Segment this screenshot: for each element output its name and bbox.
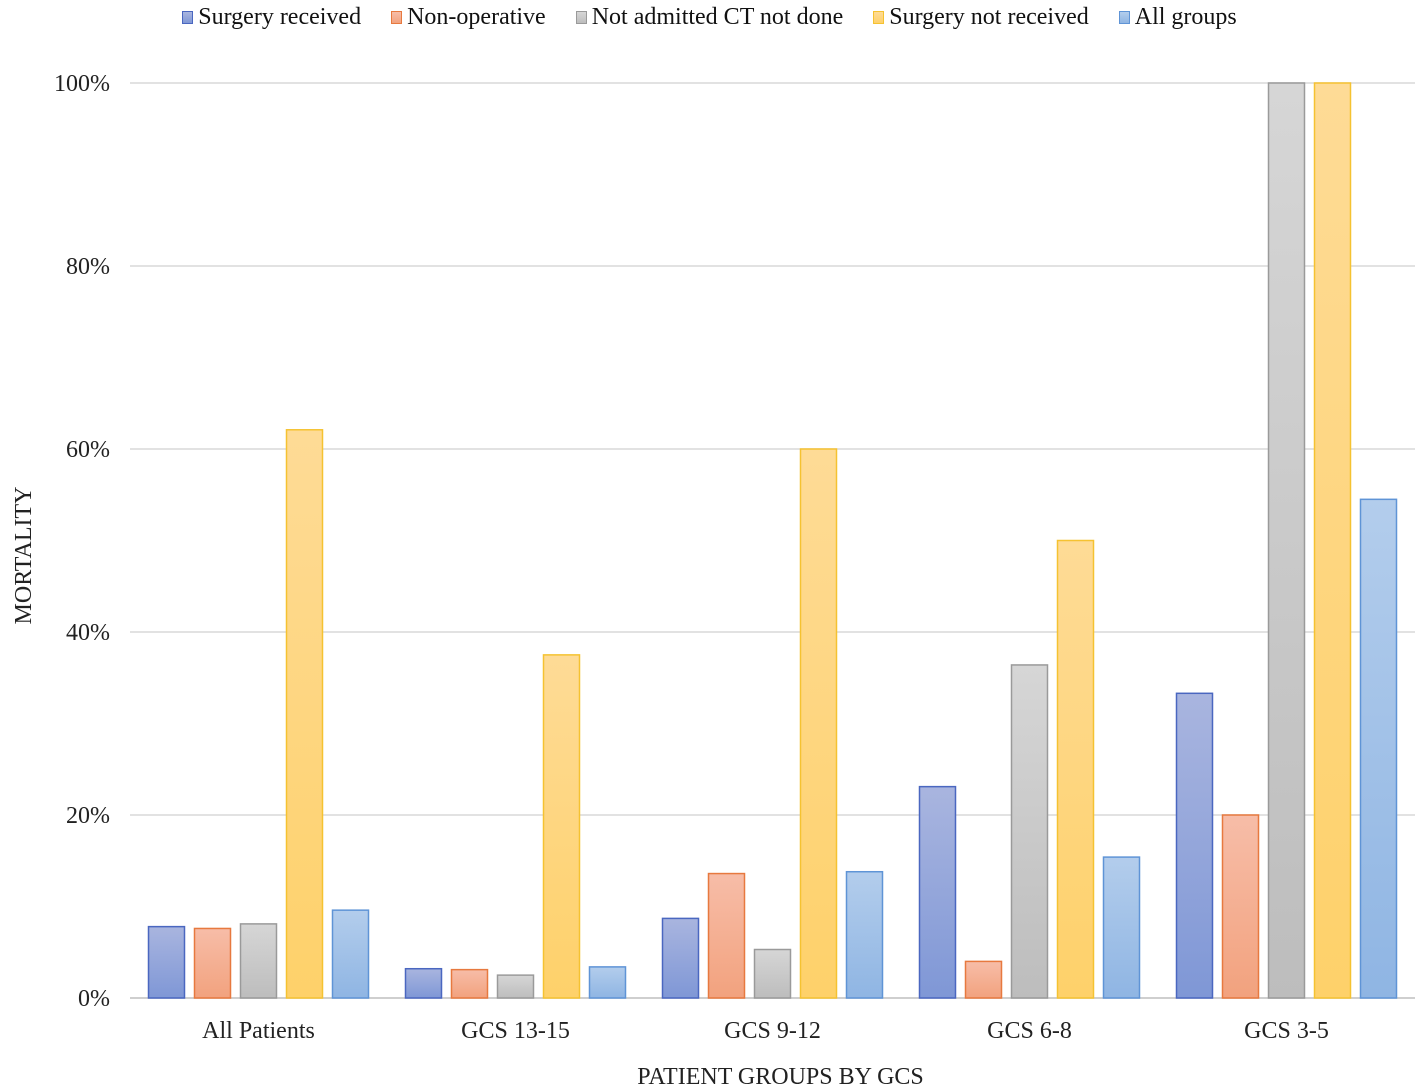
bar [588,966,627,999]
bar [239,923,278,999]
bar [331,909,370,999]
legend-item: All groups [1118,4,1237,31]
legend-swatch [873,11,885,24]
bar [964,960,1003,999]
x-tick-label: All Patients [202,1018,315,1044]
bar [404,967,443,999]
legend-label: Surgery not received [889,4,1089,30]
bar [147,925,186,999]
bar [1056,539,1095,999]
legend-swatch [575,11,587,24]
legend-swatch [1118,11,1130,24]
x-tick-label: GCS 3-5 [1244,1018,1329,1044]
y-tick-label: 20% [66,803,110,829]
bar [496,974,535,999]
bar [918,785,957,999]
bar [753,948,792,999]
x-axis-title: PATIENT GROUPS BY GCS [637,1064,924,1089]
legend-item: Non-operative [391,4,546,31]
legend-label: All groups [1134,4,1237,30]
y-tick-label: 80% [66,254,110,280]
bar [1175,692,1214,999]
bar [661,917,700,999]
bar [1313,82,1352,999]
bar [1102,856,1141,999]
y-tick-label: 40% [66,620,110,646]
legend-label: Non-operative [407,4,546,30]
bars [147,82,1398,999]
legend-item: Surgery not received [873,4,1089,31]
y-tick-label: 100% [54,71,110,97]
legend-item: Not admitted CT not done [575,4,844,31]
bar [1359,498,1398,999]
legend-item: Surgery received [182,4,361,31]
legend-label: Surgery received [198,4,362,30]
y-tick-label: 0% [78,986,110,1012]
x-tick-label: GCS 6-8 [987,1018,1072,1044]
y-axis-title: MORTALITY [11,487,37,625]
bar [845,870,884,999]
legend-swatch [182,11,194,24]
y-tick-label: 60% [66,437,110,463]
bar [799,448,838,999]
bar [193,927,232,999]
x-axis-ticks: All Patients GCS 13-15 GCS 9-12 GCS 6-8 GCS … [202,1018,1329,1044]
bar [450,968,489,999]
bar [1267,82,1306,999]
bar [542,654,581,999]
x-tick-label: GCS 9-12 [724,1018,821,1044]
bar [1010,664,1049,999]
legend: Surgery received Non-operative Not admitte… [0,4,1419,31]
bar [285,429,324,999]
bar [707,872,746,999]
bar [1221,814,1260,999]
y-axis-ticks: 0% 20% 40% 60% 80% 100% [54,71,110,1012]
x-tick-label: GCS 13-15 [461,1018,570,1044]
legend-label: Not admitted CT not done [591,4,844,30]
legend-swatch [391,11,403,24]
